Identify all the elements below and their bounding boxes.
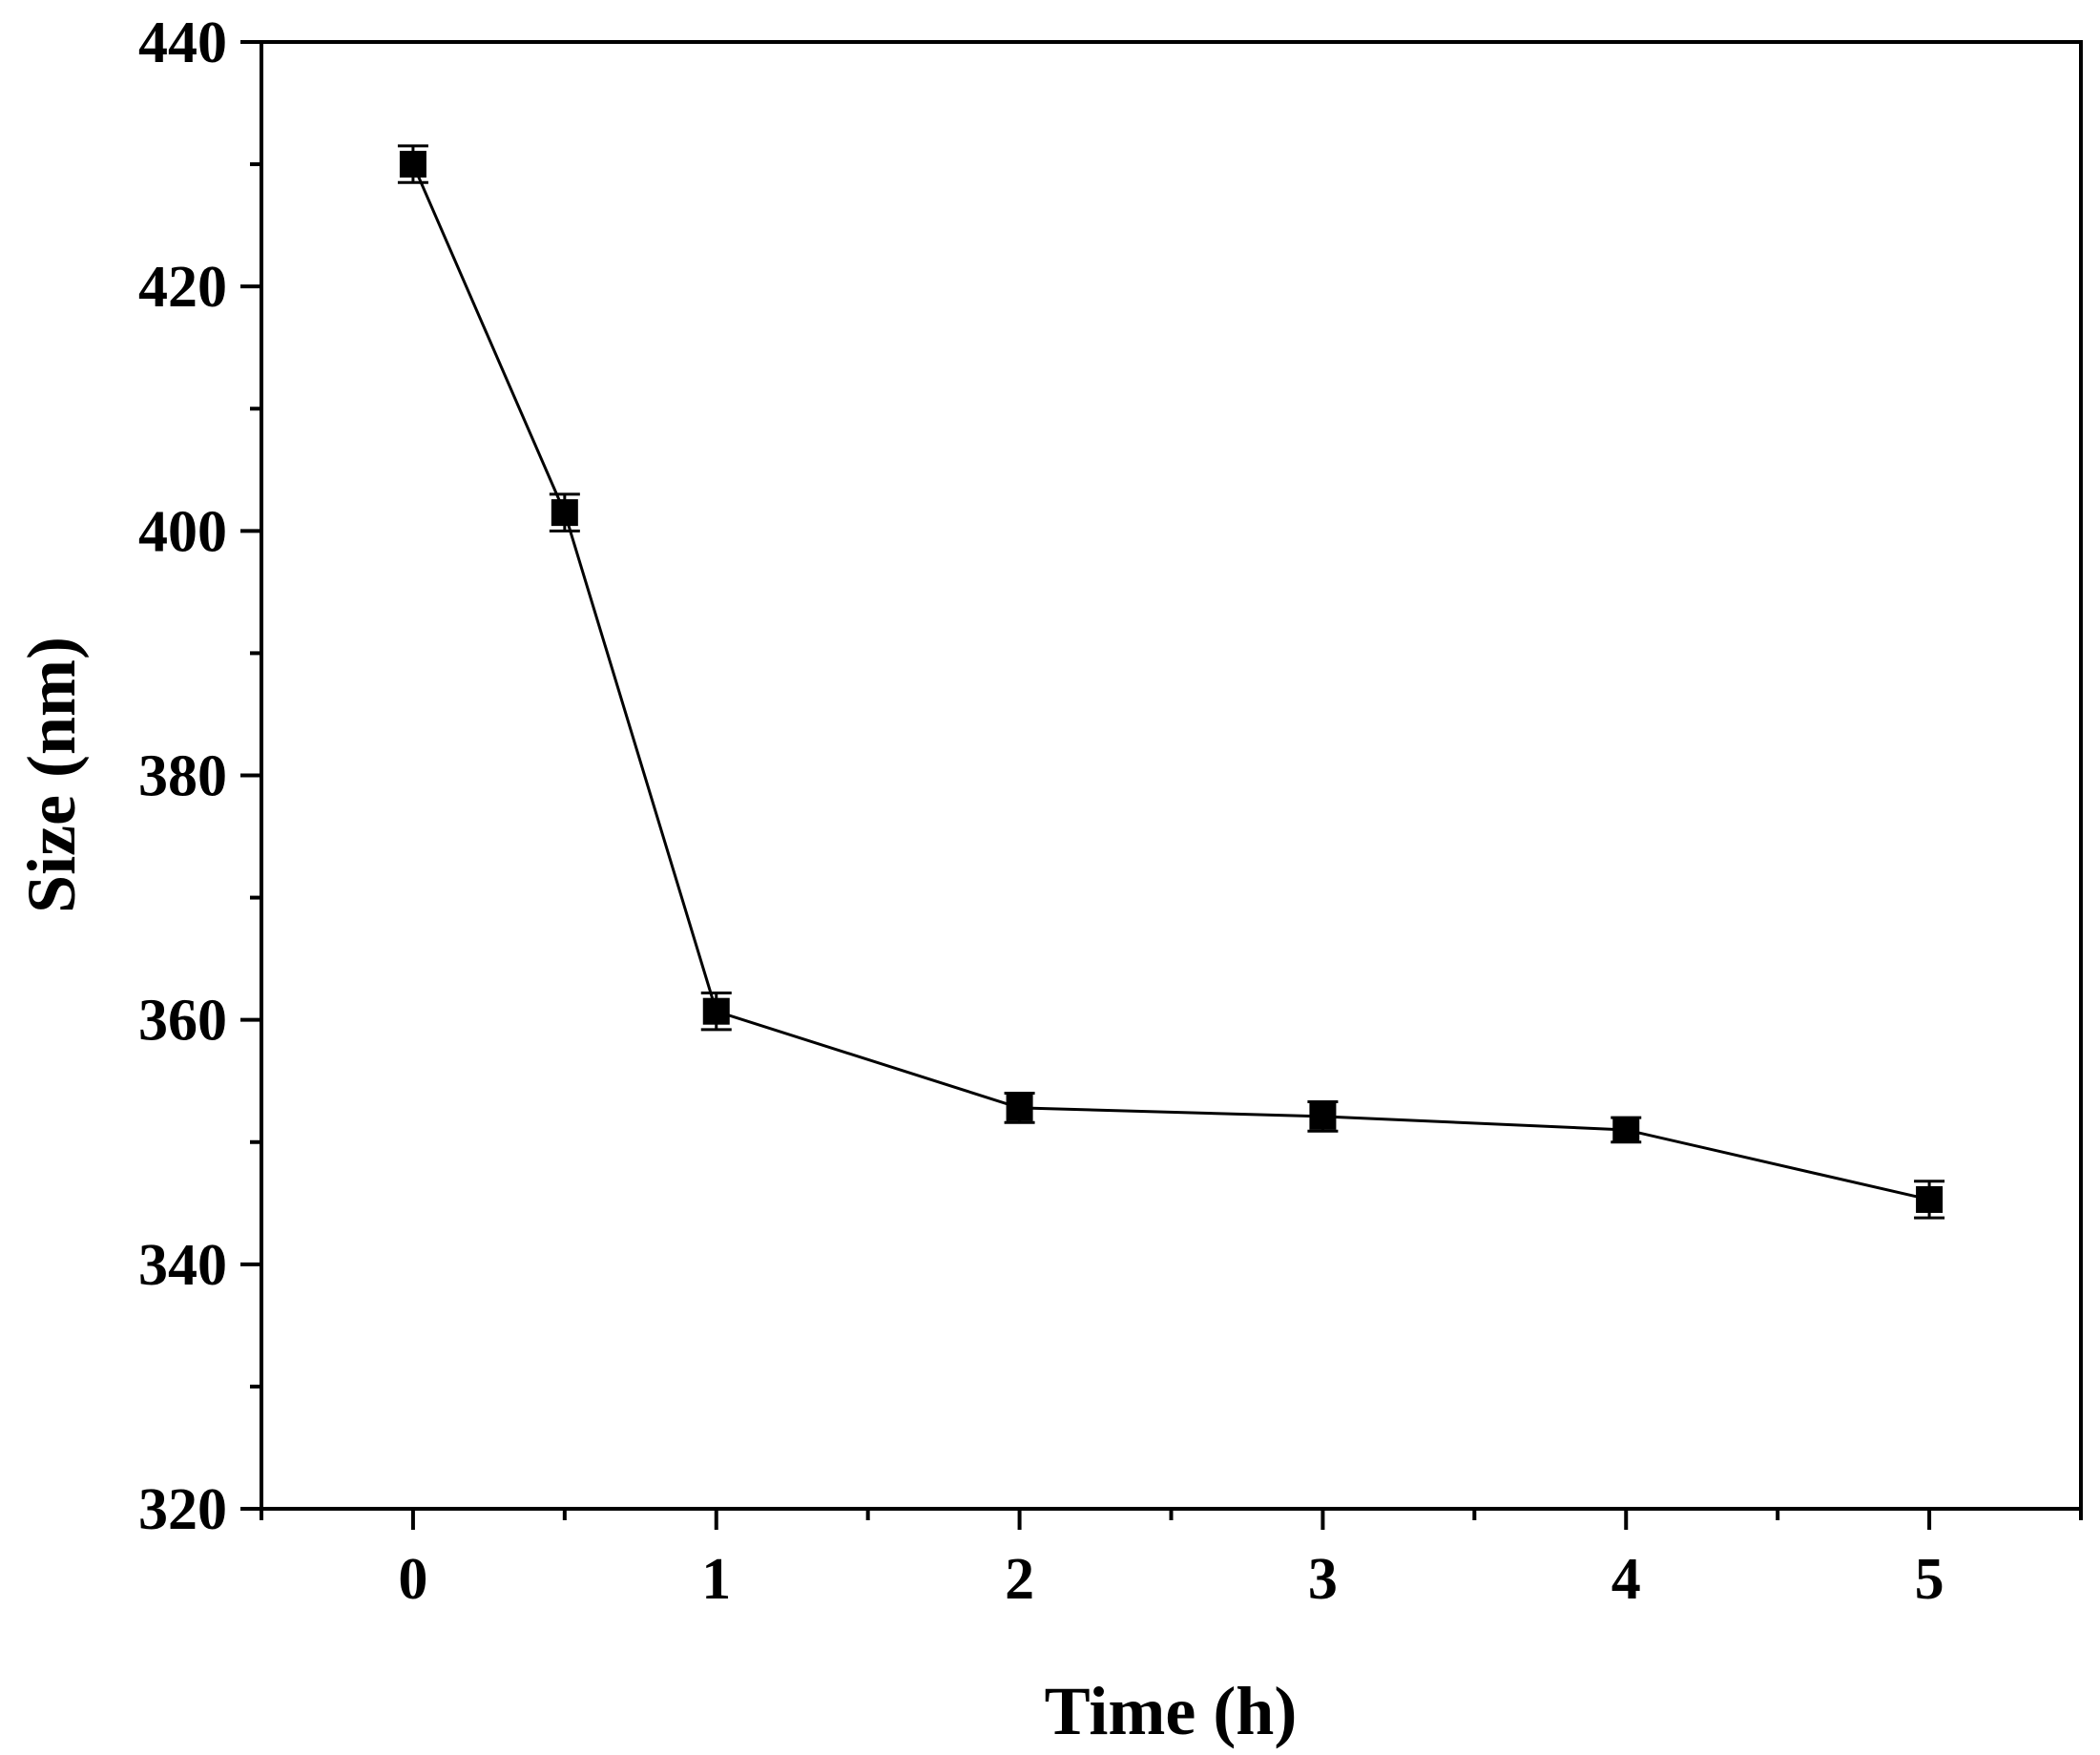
y-tick-label: 440 <box>138 10 227 75</box>
x-axis-title: Time (h) <box>1045 1673 1298 1749</box>
y-tick-label: 360 <box>138 989 227 1054</box>
x-tick-label: 3 <box>1308 1547 1338 1612</box>
x-tick-label: 4 <box>1611 1547 1641 1612</box>
x-tick-label: 5 <box>1915 1547 1944 1612</box>
x-tick-label: 0 <box>398 1547 427 1612</box>
y-tick-label: 420 <box>138 255 227 320</box>
y-tick-label: 320 <box>138 1477 227 1542</box>
y-tick-label: 380 <box>138 744 227 809</box>
series-line <box>411 163 1930 1201</box>
tick-labels: 320 340 360 380 400 420 440 0 1 2 3 4 5 <box>138 10 1944 1612</box>
series-group <box>397 144 1945 1220</box>
data-point <box>702 997 730 1025</box>
data-point <box>1612 1116 1640 1143</box>
x-tick-label: 1 <box>701 1547 731 1612</box>
x-tick-label: 2 <box>1005 1547 1034 1612</box>
data-point <box>1916 1185 1944 1213</box>
data-point <box>1309 1102 1337 1130</box>
ticks <box>240 40 2083 1530</box>
y-tick-label: 400 <box>138 499 227 564</box>
data-point <box>551 499 578 527</box>
data-point <box>399 151 426 178</box>
data-point <box>1006 1094 1033 1121</box>
y-tick-label: 340 <box>138 1233 227 1298</box>
plot-frame <box>260 40 2083 1511</box>
y-axis-title: Size (nm) <box>13 637 90 913</box>
